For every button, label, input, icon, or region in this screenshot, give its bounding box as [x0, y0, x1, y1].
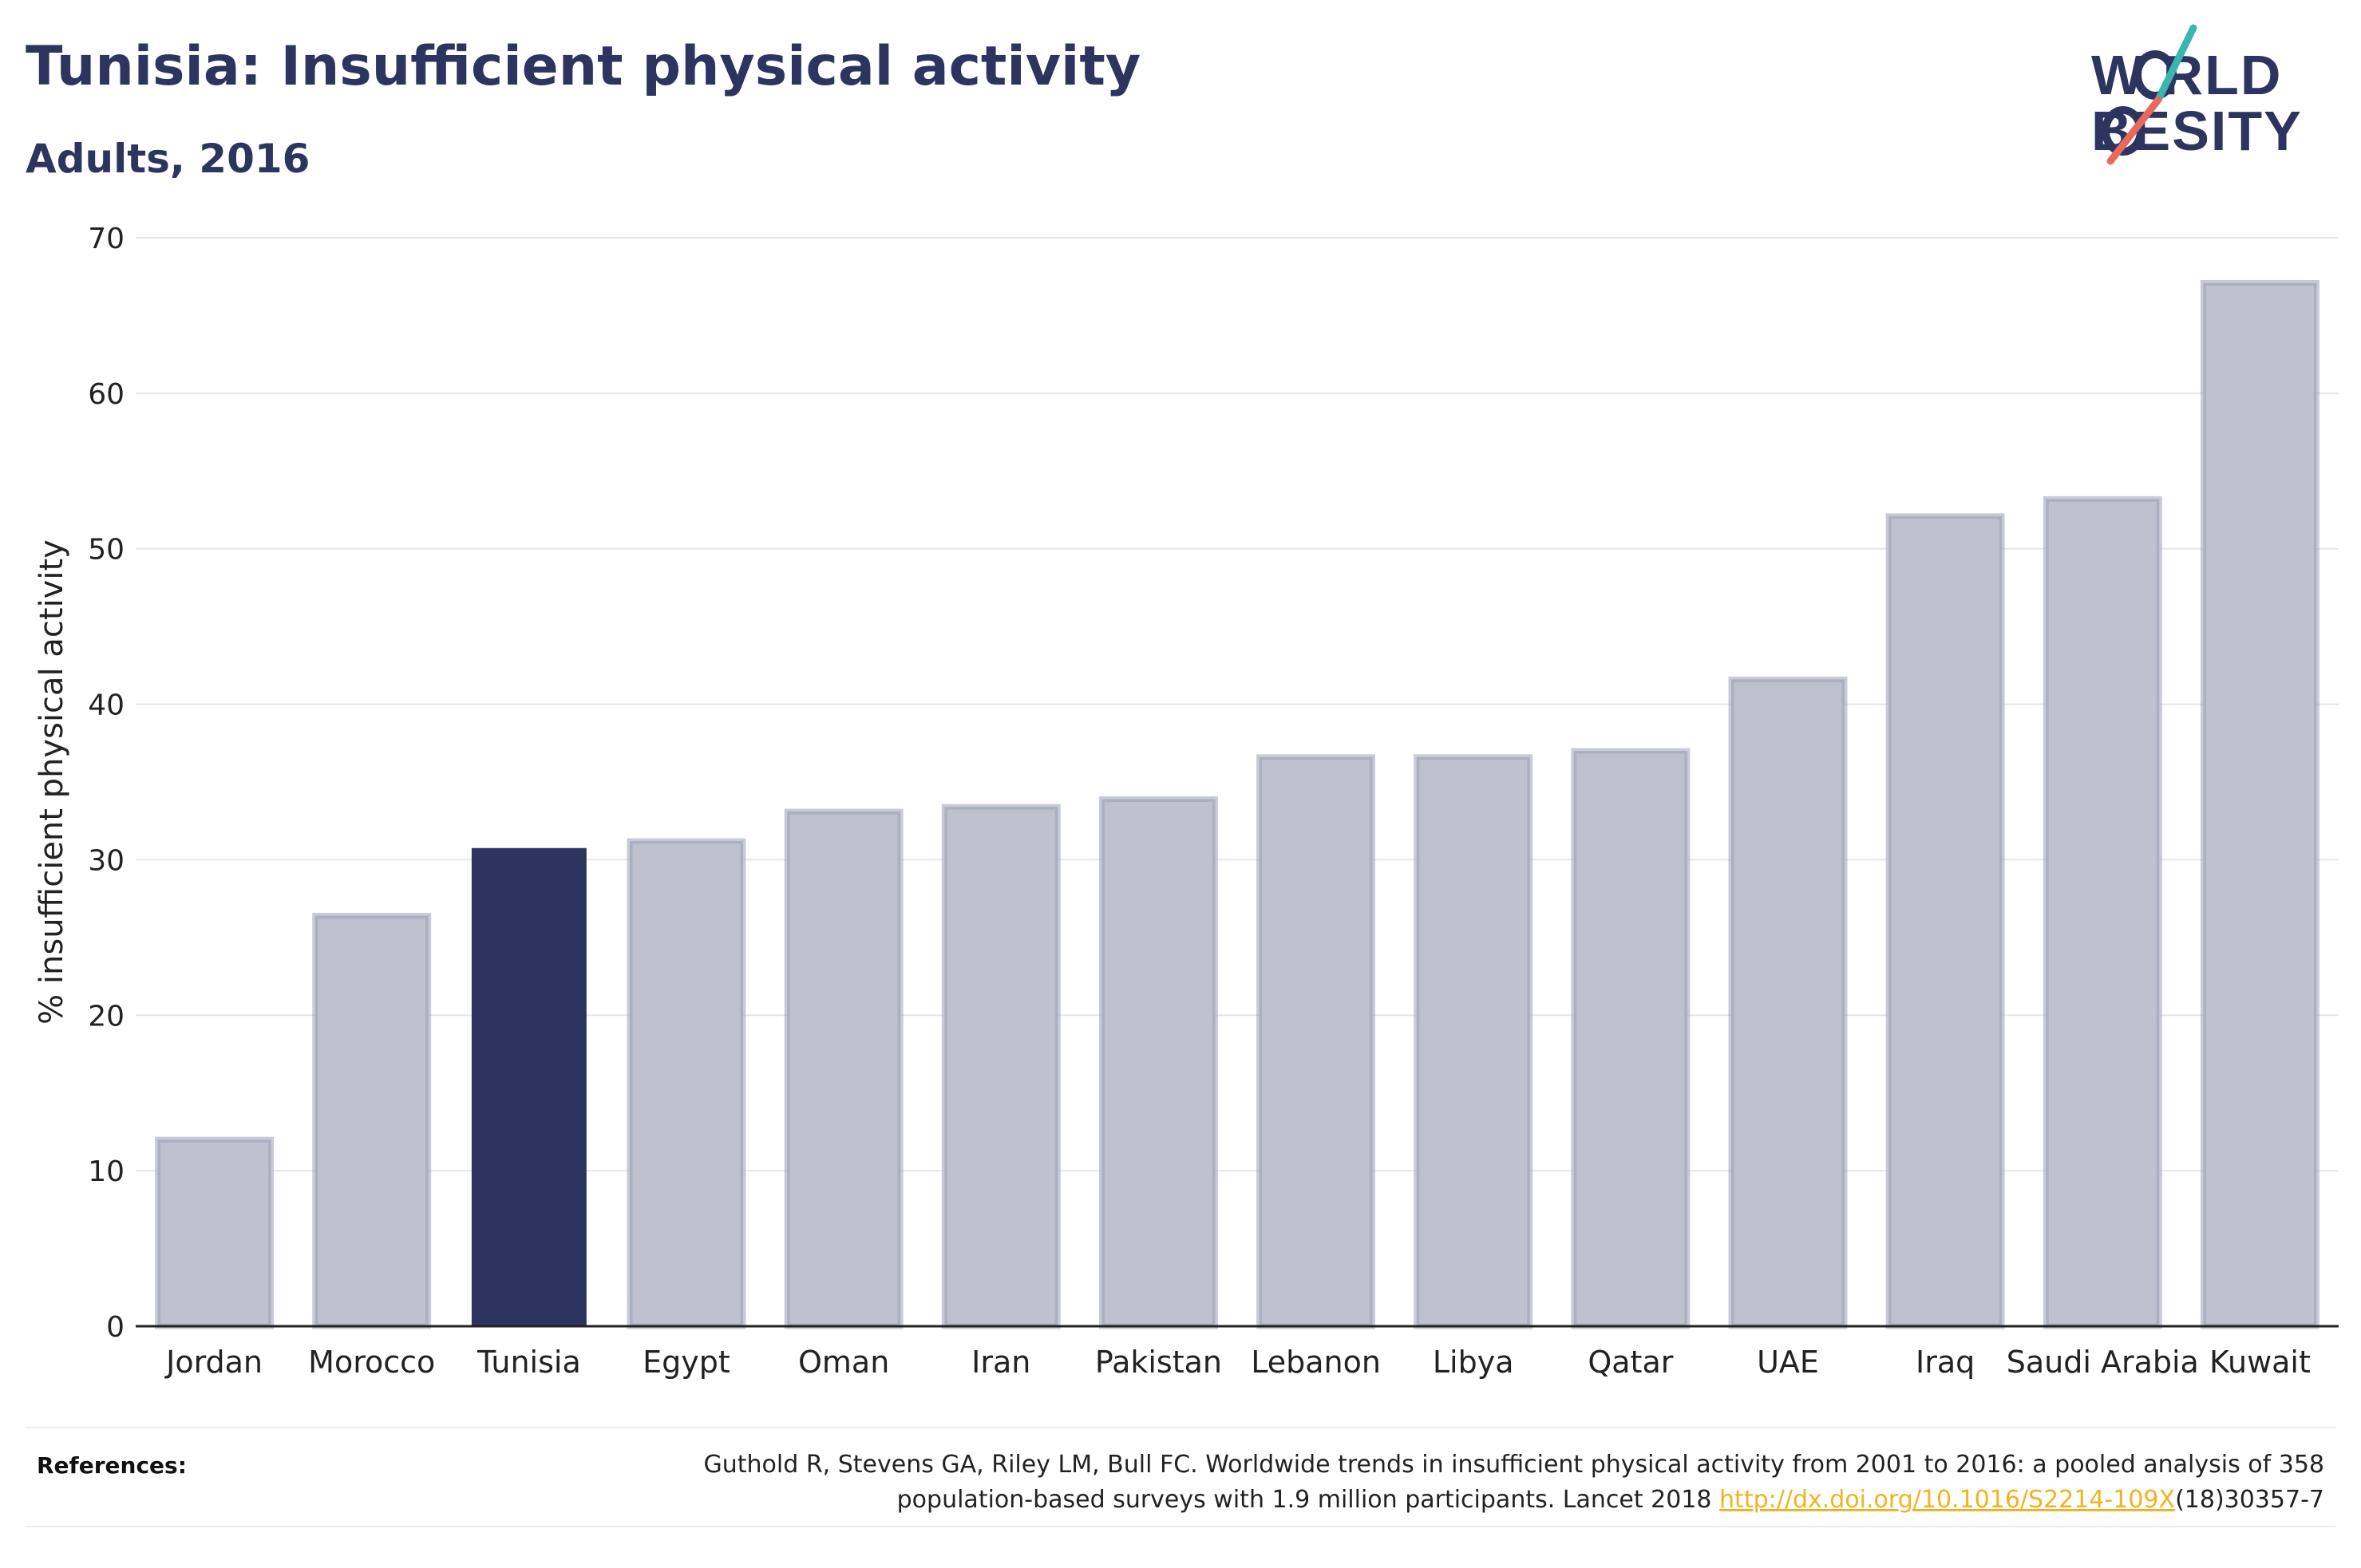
x-tick-label: Kuwait: [2209, 1345, 2311, 1380]
x-tick-label: Egypt: [643, 1345, 730, 1380]
bar-chart: 0 10 20 30 40 50 60 70 Jordan Morocco Tunisia Egypt…: [34, 223, 2339, 1380]
references-box: References: Guthold R, Stevens GA, Riley…: [26, 1427, 2335, 1527]
bar-uae: [1728, 676, 1848, 1329]
x-tick-label: Iraq: [1916, 1345, 1975, 1380]
x-tick-label: Libya: [1433, 1345, 1514, 1380]
references-label: References:: [37, 1452, 187, 1479]
references-citation-suffix: (18)30357-7: [2175, 1486, 2324, 1514]
chart-subtitle: Adults, 2016: [26, 136, 310, 182]
x-tick-label: Lebanon: [1251, 1345, 1381, 1380]
x-tick-label: Qatar: [1588, 1345, 1673, 1380]
x-tick-label: Iran: [971, 1345, 1030, 1380]
y-tick-label: 70: [88, 223, 125, 255]
y-axis-title: % insufficient physical activity: [34, 539, 70, 1025]
world-obesity-logo: W RLD BESITY: [2075, 24, 2347, 176]
references-text: Guthold R, Stevens GA, Riley LM, Bull FC…: [568, 1448, 2324, 1518]
bar-jordan: [155, 1136, 275, 1329]
y-tick-label: 30: [88, 844, 125, 877]
y-tick-label: 40: [88, 689, 125, 722]
svg-text:W RLD: W RLD: [2091, 44, 2282, 106]
bar-tunisia: [471, 847, 587, 1327]
bar-morocco: [312, 913, 432, 1329]
x-tick-label: UAE: [1757, 1345, 1819, 1380]
y-tick-label: 20: [88, 1000, 125, 1033]
y-tick-label: 60: [88, 378, 125, 411]
references-citation: Guthold R, Stevens GA, Riley LM, Bull FC…: [703, 1451, 2324, 1514]
x-tick-label: Jordan: [164, 1345, 263, 1380]
chart-title: Tunisia: Insufficient physical activity: [26, 35, 1141, 98]
references-doi-link[interactable]: http://dx.doi.org/10.1016/S2214-109X: [1719, 1486, 2176, 1514]
bar-egypt: [627, 838, 746, 1329]
x-tick-label: Pakistan: [1095, 1345, 1222, 1380]
bar-kuwait: [2200, 280, 2319, 1329]
x-tick-label: Morocco: [308, 1345, 435, 1380]
bar-iran: [941, 804, 1061, 1329]
bar-qatar: [1571, 748, 1691, 1329]
bar-iraq: [1885, 513, 2005, 1329]
bar-libya: [1414, 754, 1533, 1329]
y-tick-label: 10: [88, 1155, 125, 1188]
y-tick-label: 50: [88, 534, 125, 567]
bar-lebanon: [1256, 754, 1376, 1329]
bar-oman: [784, 808, 904, 1329]
x-tick-label: Tunisia: [477, 1345, 581, 1380]
x-tick-label: Saudi Arabia: [2007, 1345, 2199, 1380]
x-tick-label: Oman: [798, 1345, 889, 1380]
y-tick-label: 0: [106, 1311, 125, 1344]
bar-pakistan: [1098, 796, 1218, 1329]
bar-saudi-arabia: [2043, 496, 2162, 1329]
